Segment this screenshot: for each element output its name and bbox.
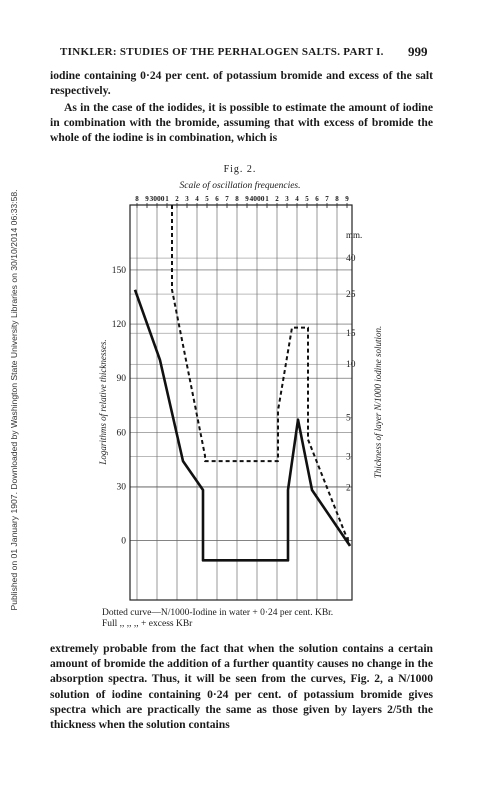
x-tick-label: 1	[165, 195, 169, 203]
y2-tick-label: 5	[346, 413, 351, 423]
x-tick-label: 4	[295, 195, 299, 203]
x-tick-label: 5	[305, 195, 309, 203]
paragraph: iodine containing 0·24 per cent. of pota…	[50, 69, 433, 98]
y2-tick-label: 15	[346, 329, 356, 339]
x-tick-label: 2	[275, 195, 279, 203]
x-tick-label: 9	[245, 195, 249, 203]
y-axis-label: Logarithms of relative thicknesses.	[98, 339, 108, 465]
x-tick-label: 3	[185, 195, 189, 203]
paragraph: As in the case of the iodides, it is pos…	[50, 101, 433, 145]
x-tick-label: 1	[265, 195, 269, 203]
curve	[171, 205, 351, 547]
y2-tick-label: 2	[346, 483, 351, 493]
x-tick-label: 2	[175, 195, 179, 203]
curve	[133, 289, 352, 562]
y-tick-label: 150	[112, 266, 127, 276]
legend-entry: Dotted curve—N/1000-Iodine in water + 0·…	[102, 608, 333, 618]
x-tick-label: 6	[315, 195, 319, 203]
page-number: 999	[408, 44, 428, 59]
y-tick-label: 120	[112, 320, 127, 330]
x-tick-label: 3	[285, 195, 289, 203]
y2-tick-label: 25	[346, 290, 356, 300]
y2-tick-label: 10	[346, 360, 356, 370]
y2-tick-label: 40	[346, 254, 356, 264]
x-tick-label: 9	[345, 195, 349, 203]
y-tick-label: 90	[117, 374, 127, 384]
x-tick-label: 7	[325, 195, 329, 203]
figure-title: Fig. 2.	[224, 164, 257, 175]
y-tick-label: 0	[121, 536, 126, 546]
x-tick-label: 4	[195, 195, 199, 203]
x-tick-label: 6	[215, 195, 219, 203]
x-tick-label: 8	[135, 195, 139, 203]
x-tick-label: 8	[235, 195, 239, 203]
x-tick-label: 9	[145, 195, 149, 203]
paragraph: extremely probable from the fact that wh…	[50, 642, 433, 732]
x-tick-label: 3000	[150, 194, 165, 203]
x-tick-label: 5	[205, 195, 209, 203]
figure: Fig. 2. Scale of oscillation frequencies…	[98, 164, 383, 629]
plot-frame	[129, 204, 353, 601]
legend-entry: Full ,, ,, ,, + excess KBr	[102, 619, 193, 629]
running-head: TINKLER: STUDIES OF THE PERHALOGEN SALTS…	[60, 46, 384, 58]
y2-unit: mm.	[346, 230, 362, 240]
y-tick-label: 60	[117, 428, 127, 438]
y2-tick-label: 3	[346, 452, 351, 462]
y-tick-label: 30	[117, 482, 127, 492]
figure-subtitle: Scale of oscillation frequencies.	[179, 180, 300, 191]
y2-axis-label: Thickness of layer N/1000 iodine solutio…	[373, 326, 383, 479]
x-tick-label: 8	[335, 195, 339, 203]
x-tick-label: 4000	[250, 194, 265, 203]
x-tick-label: 7	[225, 195, 229, 203]
